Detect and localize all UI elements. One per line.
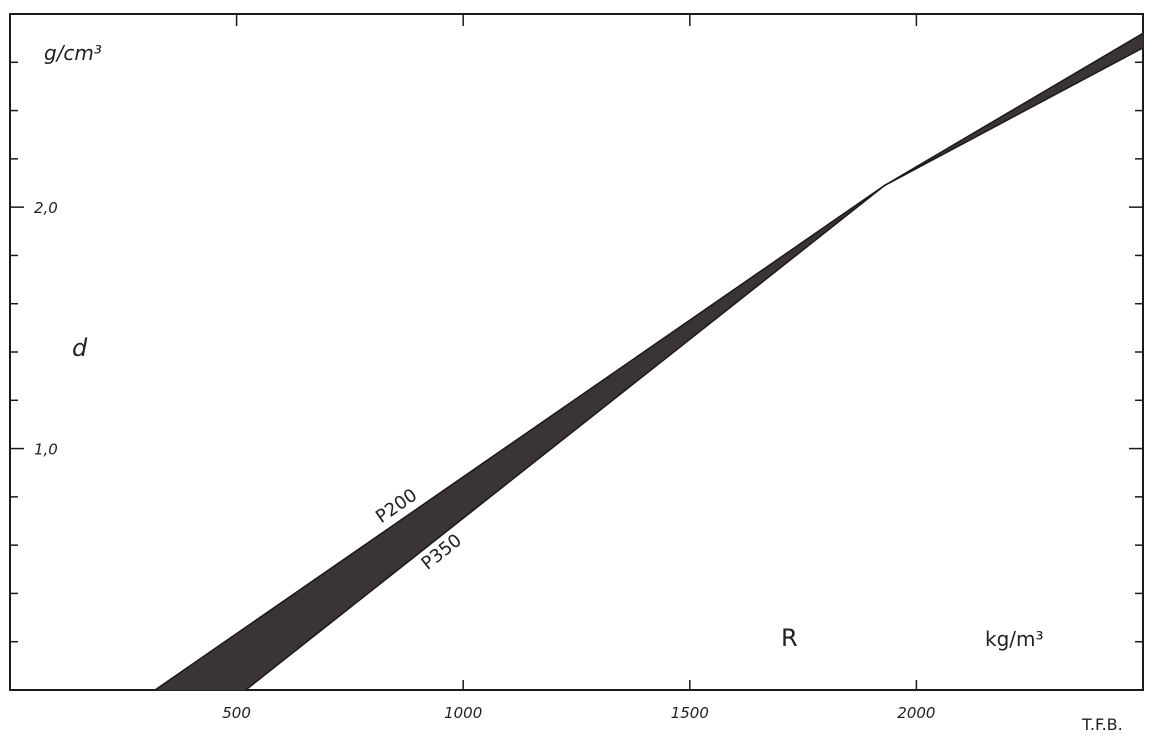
x-axis-label: R (781, 624, 798, 652)
y-axis-label: d (72, 334, 88, 362)
y-tick-label: 2,0 (34, 199, 58, 217)
plot-frame (9, 13, 1144, 691)
x-tick-label: 1500 (671, 704, 709, 722)
chart-labels: g/cm³ d R kg/m³ T.F.B. (44, 41, 1123, 734)
y-tick-label: 1,0 (34, 441, 58, 459)
x-unit-label: kg/m³ (985, 627, 1044, 651)
plot-border (9, 13, 1144, 691)
y-unit-label: g/cm³ (44, 41, 102, 65)
axis-ticks: 500 1000 1500 2000 1,0 2,0 (10, 14, 1143, 722)
density-band (153, 32, 1144, 691)
x-tick-label: 500 (222, 704, 251, 722)
x-tick-label: 2000 (897, 704, 935, 722)
credit-label: T.F.B. (1081, 715, 1123, 734)
x-tick-label: 1000 (444, 704, 482, 722)
series-line-p350 (245, 47, 1144, 691)
